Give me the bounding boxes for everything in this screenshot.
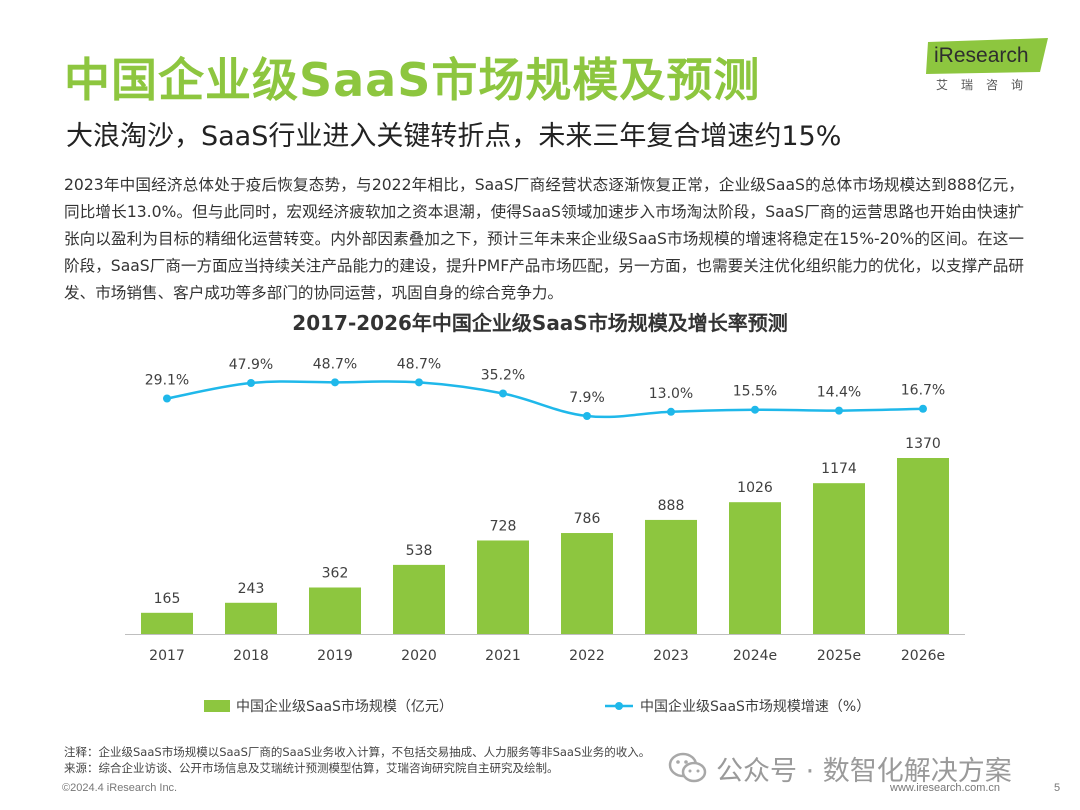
page-title: 中国企业级SaaS市场规模及预测 — [64, 53, 761, 107]
line-point-2022 — [583, 412, 591, 420]
line-point-2025e — [835, 406, 843, 415]
page-number: 5 — [1054, 782, 1061, 794]
x-tick-label-2018: 2018 — [233, 648, 269, 664]
wechat-icon — [668, 752, 707, 783]
bar-label-2017: 165 — [154, 591, 181, 607]
line-label-2024e: 15.5% — [733, 384, 777, 400]
page-subtitle: 大浪淘沙，SaaS行业进入关键转折点，未来三年复合增速约15% — [66, 121, 842, 152]
footer-copyright: ©2024.4 iResearch Inc. — [62, 782, 178, 794]
bar-2020 — [393, 564, 445, 634]
bar-label-2023: 888 — [658, 498, 685, 514]
line-point-2018 — [247, 379, 255, 387]
x-tick-label-2025e: 2025e — [817, 648, 861, 664]
line-point-2019 — [331, 378, 339, 387]
x-tick-label-2020: 2020 — [401, 648, 437, 664]
legend-swatch-bar — [204, 700, 230, 712]
chart-note: 注释：企业级SaaS市场规模以SaaS厂商的SaaS业务收入计算，不包括交易抽成… — [64, 745, 651, 759]
summary-paragraph: 2023年中国经济总体处于疫后恢复态势，与2022年相比，SaaS厂商经营状态逐… — [64, 176, 1024, 302]
bar-2025e — [813, 483, 865, 634]
bar-2021 — [477, 540, 529, 634]
logo-wordmark: iResearch — [934, 44, 1029, 67]
bar-label-2024e: 1026 — [737, 480, 773, 496]
bar-label-2025e: 1174 — [821, 461, 857, 477]
watermark: 公众号 · 数智化解决方案 — [668, 750, 1012, 787]
line-point-2026e — [919, 404, 927, 413]
bar-label-2026e: 1370 — [905, 436, 941, 452]
line-label-2017: 29.1% — [145, 373, 189, 389]
line-point-2020 — [415, 378, 423, 387]
x-tick-label-2021: 2021 — [485, 648, 521, 664]
line-label-2022: 7.9% — [569, 390, 605, 406]
line-label-2023: 13.0% — [649, 386, 693, 402]
x-tick-label-2024e: 2024e — [733, 648, 777, 664]
x-tick-label-2026e: 2026e — [901, 648, 945, 664]
bar-2024e — [729, 502, 781, 634]
bar-2017 — [141, 612, 193, 634]
bar-2022 — [561, 533, 613, 634]
x-tick-label-2023: 2023 — [653, 648, 689, 664]
bar-label-2020: 538 — [406, 543, 433, 559]
legend-swatch-marker — [615, 702, 623, 710]
x-tick-label-2022: 2022 — [569, 648, 605, 664]
x-tick-label-2019: 2019 — [317, 648, 353, 664]
line-point-2017 — [163, 394, 171, 403]
bar-2018 — [225, 602, 277, 634]
chart-title: 2017-2026年中国企业级SaaS市场规模及增长率预测 — [292, 311, 788, 335]
bar-label-2018: 243 — [238, 581, 265, 597]
line-label-2019: 48.7% — [313, 356, 357, 372]
logo-subtext: 艾瑞咨询 — [936, 78, 1037, 92]
line-label-2026e: 16.7% — [901, 383, 945, 399]
bar-label-2019: 362 — [322, 565, 349, 581]
x-tick-label-2017: 2017 — [149, 648, 185, 664]
chart-source: 来源：综合企业访谈、公开市场信息及艾瑞统计预测模型估算，艾瑞咨询研究院自主研究及… — [64, 761, 559, 775]
line-label-2025e: 14.4% — [817, 385, 861, 401]
bar-2026e — [897, 458, 949, 634]
bar-label-2022: 786 — [574, 511, 601, 527]
bar-label-2021: 728 — [490, 518, 517, 534]
line-point-2021 — [499, 389, 507, 398]
legend-label-bar: 中国企业级SaaS市场规模（亿元） — [236, 698, 453, 715]
line-label-2021: 35.2% — [481, 367, 525, 383]
bar-2019 — [309, 587, 361, 634]
legend-label-line: 中国企业级SaaS市场规模增速（%） — [640, 698, 870, 715]
growth-rate-line — [166, 380, 924, 419]
watermark-text: 公众号 · 数智化解决方案 — [716, 755, 1012, 787]
bar-2023 — [645, 519, 697, 634]
line-label-2018: 47.9% — [229, 357, 273, 373]
footer-website[interactable]: www.iresearch.com.cn — [890, 782, 1001, 794]
line-point-2024e — [751, 405, 759, 414]
logo-shape — [926, 38, 1048, 74]
line-point-2023 — [667, 407, 675, 416]
iresearch-logo: iResearch 艾瑞咨询 — [926, 38, 1052, 94]
line-label-2020: 48.7% — [397, 356, 441, 372]
